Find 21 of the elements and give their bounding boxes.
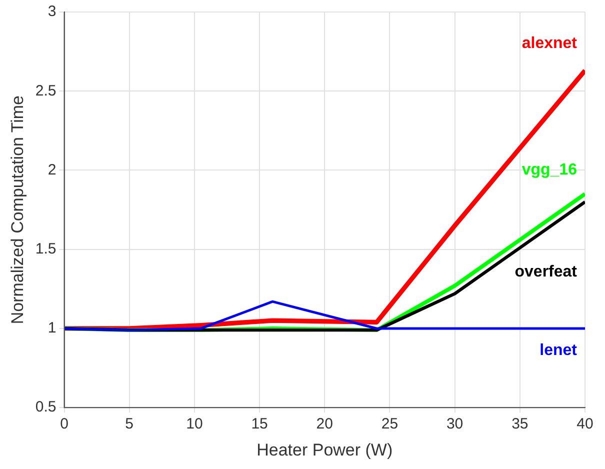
y-tick-label: 0.5 [35, 398, 56, 416]
x-tick-label: 25 [381, 416, 398, 433]
x-tick-label: 5 [125, 416, 134, 433]
x-tick-label: 10 [186, 416, 203, 433]
x-tick-label: 0 [60, 416, 68, 433]
y-axis-title: Normalized Computation Time [8, 95, 27, 324]
y-tick-label: 1.5 [35, 240, 56, 258]
x-tick-label: 40 [576, 416, 594, 433]
series-label: lenet [540, 342, 578, 359]
x-axis-title: Heater Power (W) [256, 440, 393, 460]
x-tick-label: 35 [512, 416, 528, 433]
x-tick-label: 15 [251, 416, 268, 433]
series-label: overfeat [514, 263, 578, 280]
y-tick-label: 2.5 [35, 82, 56, 100]
x-tick-label: 20 [316, 416, 333, 433]
x-tick-label: 30 [446, 416, 464, 433]
series-label: alexnet [522, 34, 578, 52]
y-tick-label: 3 [48, 3, 56, 20]
y-tick-label: 2 [48, 161, 56, 178]
y-tick-label: 1 [48, 320, 56, 337]
series-label: vgg_16 [522, 161, 578, 178]
